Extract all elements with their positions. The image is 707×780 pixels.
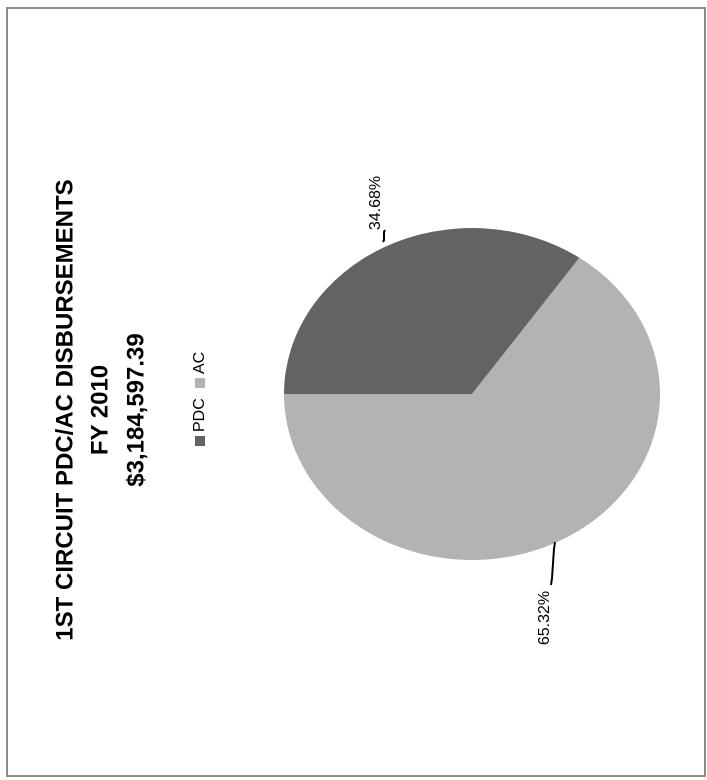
chart-title-line-1: 1ST CIRCUIT PDC/AC DISBURSEMENTS [51, 179, 78, 640]
pie-slice-pdc [284, 228, 580, 394]
legend-swatch-pdc [195, 436, 205, 446]
legend-label-ac: AC [191, 352, 208, 374]
data-labels: 34.68% 65.32% [367, 176, 556, 645]
legend-label-pdc: PDC [191, 398, 208, 432]
pie-slices [283, 228, 660, 561]
chart-title-line-3: $3,184,597.39 [122, 333, 149, 486]
leader-line-ac [550, 541, 556, 586]
chart-title-line-2: FY 2010 [86, 365, 113, 455]
legend-swatch-ac [195, 378, 205, 388]
legend: PDC AC [191, 352, 208, 446]
data-label-pdc: 34.68% [367, 176, 384, 230]
leader-line-pdc [382, 229, 386, 243]
pie-slice-ac [283, 257, 660, 561]
data-label-ac: 65.32% [536, 591, 553, 645]
rotated-header: 1ST CIRCUIT PDC/AC DISBURSEMENTS FY 2010… [51, 179, 208, 640]
